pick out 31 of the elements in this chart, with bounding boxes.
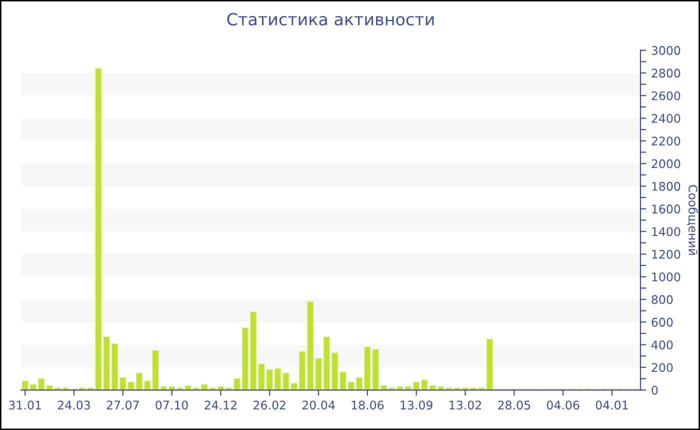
y-tick-label: 2000 xyxy=(652,159,680,168)
x-tick-label: 24.12 xyxy=(204,400,236,410)
y-axis-title: Сообщений xyxy=(687,185,698,255)
x-tick-label: 26.02 xyxy=(254,400,286,410)
x-tick-label: 20.04 xyxy=(302,400,335,410)
y-tick-label: 2400 xyxy=(652,114,680,123)
y-tick-label: 2200 xyxy=(652,136,680,146)
y-tick-label: 3000 xyxy=(652,46,680,55)
x-tick-label: 31.01 xyxy=(9,400,41,410)
y-tick-label: 2800 xyxy=(652,68,680,78)
x-tick-label: 24.03 xyxy=(58,400,90,410)
y-tick-label: 1400 xyxy=(652,227,680,236)
x-tick-label: 04.01 xyxy=(596,400,628,410)
y-tick-label: 400 xyxy=(651,340,673,350)
y-tick-label: 2600 xyxy=(652,91,680,100)
x-tick-label: 07.10 xyxy=(156,400,188,410)
x-tick-label: 18.06 xyxy=(352,400,384,410)
y-tick-label: 1200 xyxy=(652,250,680,259)
y-tick-label: 200 xyxy=(652,363,673,372)
x-tick-label: 27.07 xyxy=(106,400,139,410)
x-tick-label: 04.06 xyxy=(546,400,580,410)
y-tick-label: 800 xyxy=(652,295,673,304)
x-tick-label: 28.05 xyxy=(498,400,530,410)
y-tick-label: 1000 xyxy=(652,272,680,282)
y-tick-label: 600 xyxy=(652,318,673,327)
x-tick-label: 13.09 xyxy=(400,400,432,410)
x-tick-label: 13.02 xyxy=(450,400,481,410)
y-tick-label: 0 xyxy=(652,386,658,395)
chart-title: Статистика активности xyxy=(227,12,434,26)
y-tick-label: 1600 xyxy=(652,204,680,214)
y-tick-label: 1800 xyxy=(652,182,680,191)
